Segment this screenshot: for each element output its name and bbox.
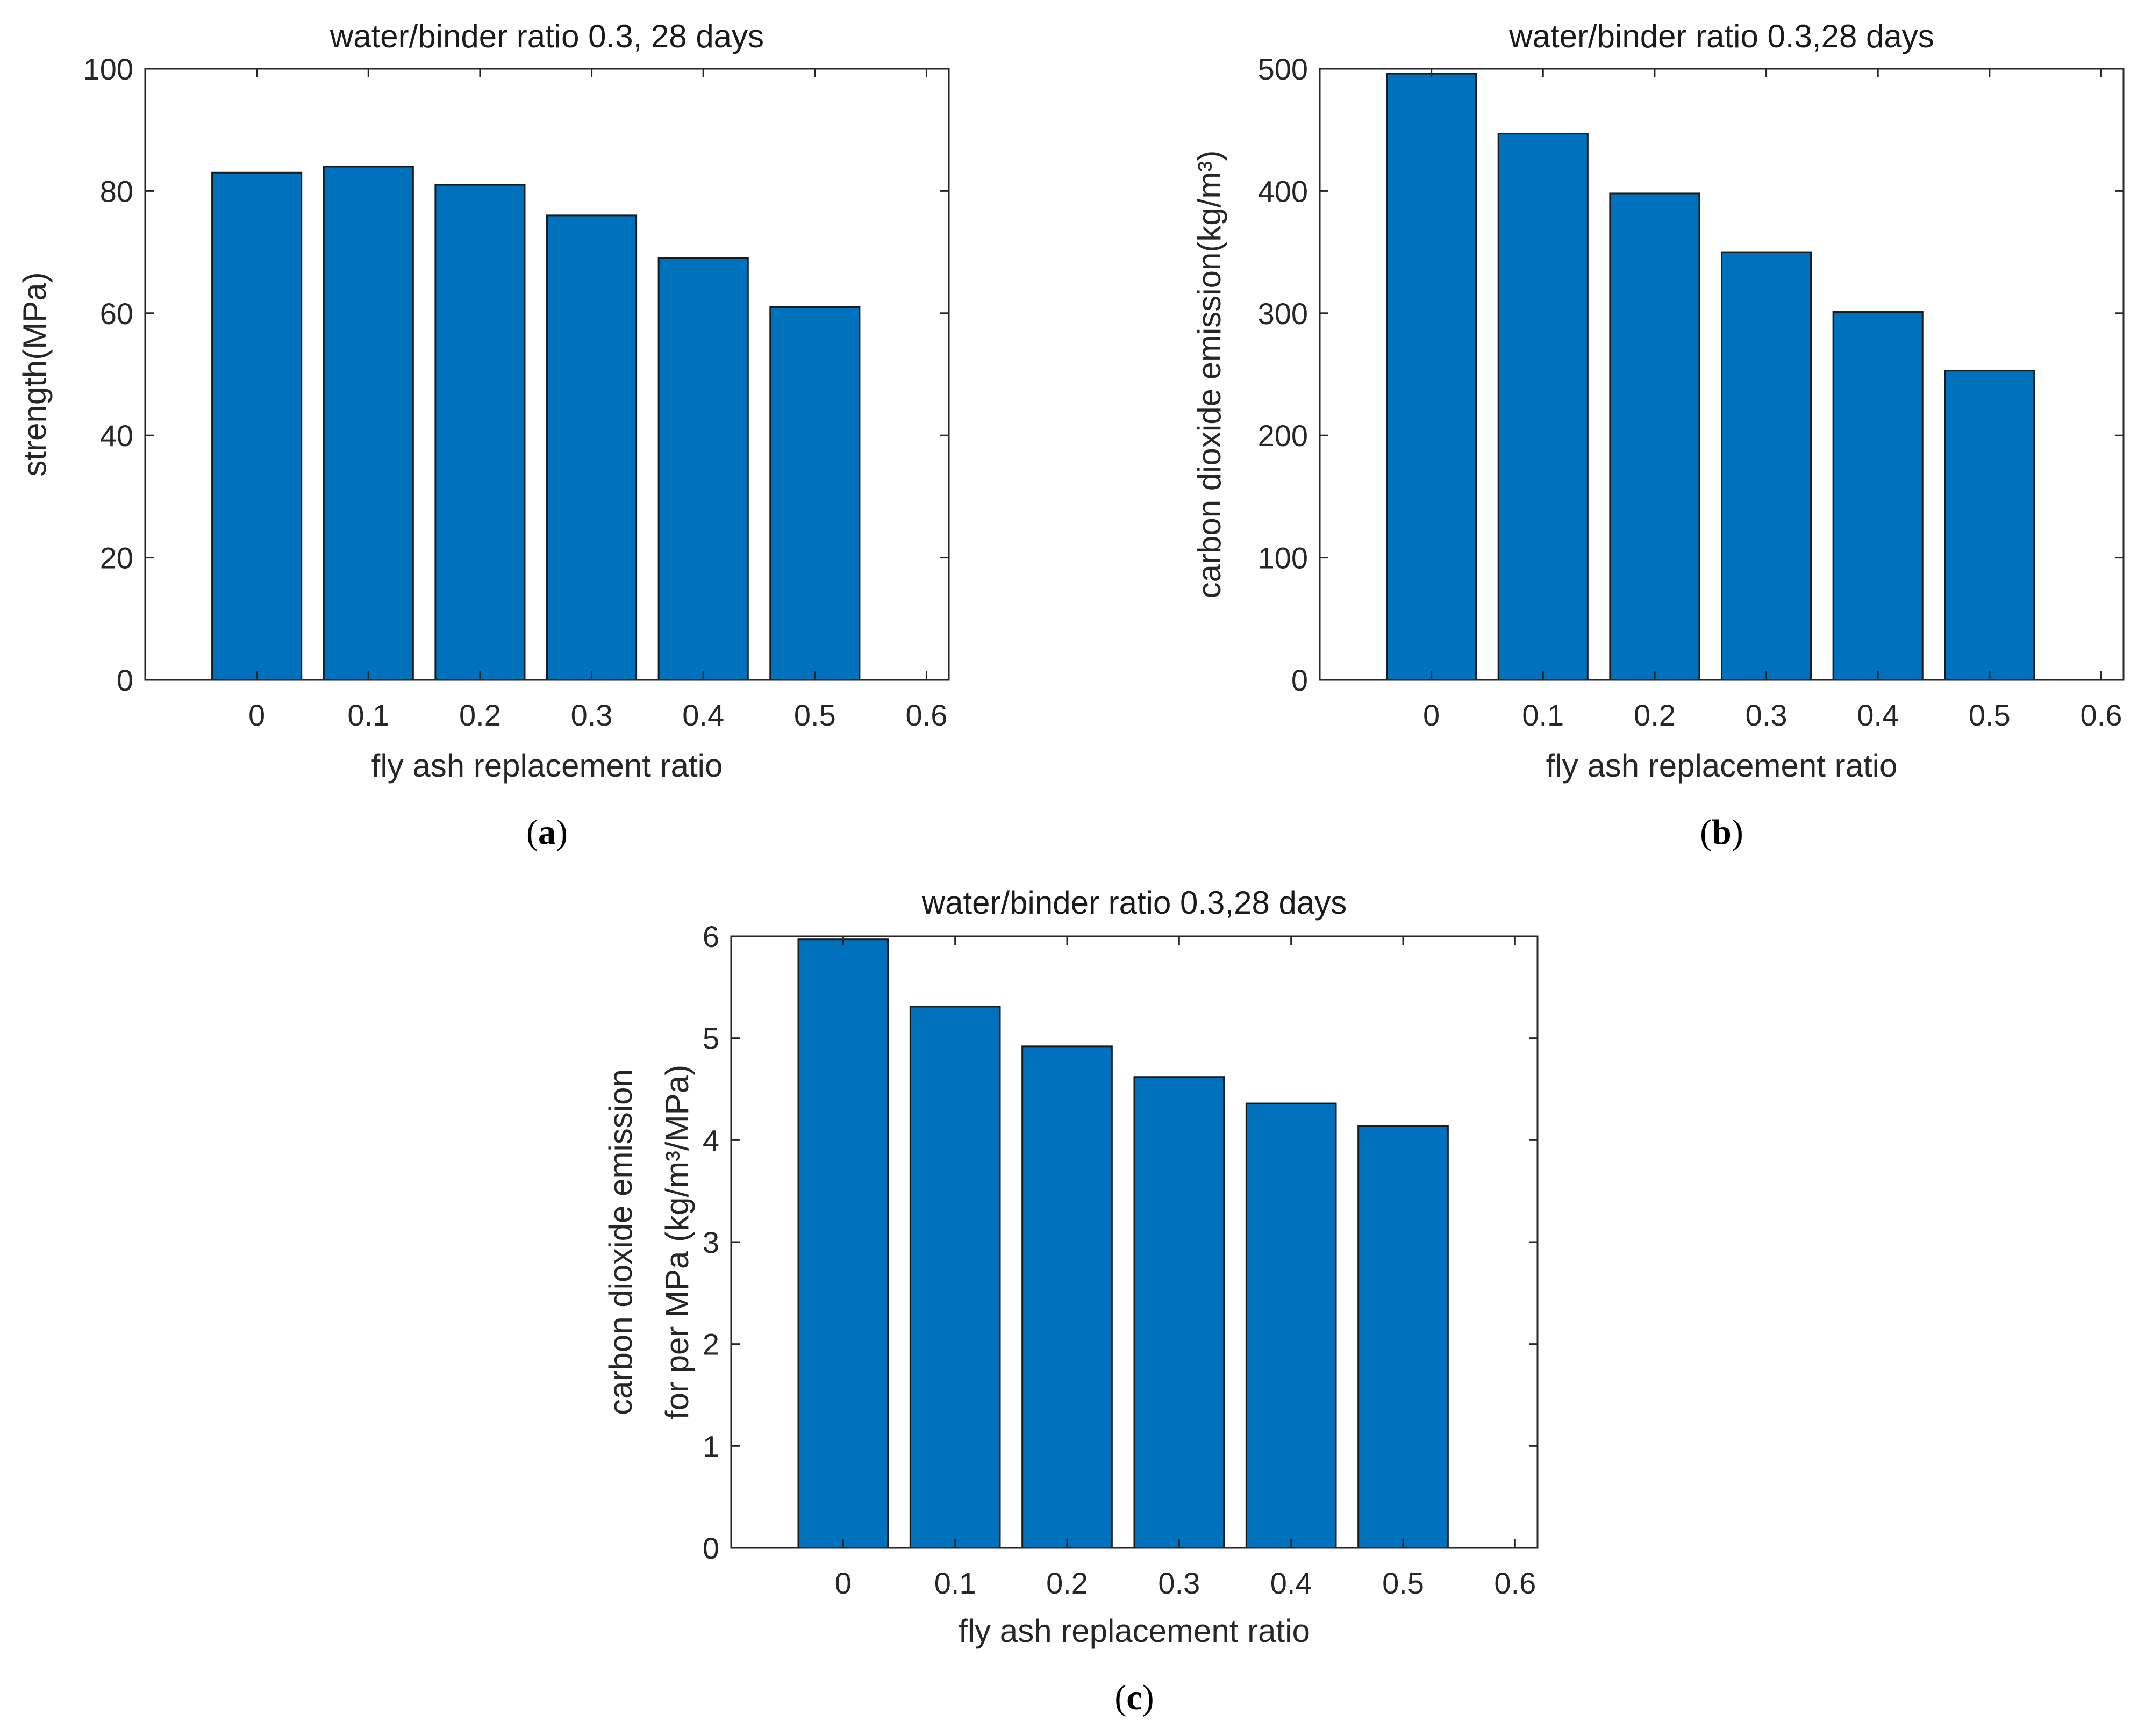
x-tick-label: 0.4 [1270, 1566, 1312, 1600]
panel-caption: (a) [526, 813, 568, 852]
y-tick-label: 0 [117, 663, 133, 697]
y-tick-label: 1 [703, 1429, 719, 1463]
bar-0.4 [657, 257, 749, 681]
x-axis-label: fly ash replacement ratio [371, 748, 723, 784]
y-axis-label: carbon dioxide emission [603, 1069, 639, 1415]
y-tick-label: 60 [100, 297, 133, 331]
y-tick-label: 3 [703, 1225, 719, 1259]
chart-panel-b: 0 100 200 300 400 500 0 0.1 0.2 0.3 0.4 0.5 0.6 water… [1191, 18, 2125, 852]
x-tick-label: 0.1 [934, 1566, 976, 1600]
plot-frame [144, 68, 950, 681]
y-tick-label: 100 [83, 52, 133, 86]
chart-panel-c: 0 1 2 3 4 5 6 0 0.1 0.2 0.3 0.4 0.5 0.6 water/binder r… [603, 885, 1539, 1717]
y-axis-label: for per MPa (kg/m³/MPa) [659, 1065, 695, 1419]
bar-0.3 [546, 214, 638, 681]
x-tick-label: 0.2 [459, 698, 501, 732]
x-tick-label: 0 [835, 1566, 852, 1600]
bar-0.5 [769, 306, 861, 681]
x-tick-label: 0 [248, 698, 265, 732]
caption-letter: c [1126, 1678, 1142, 1717]
x-tick-label: 0.4 [1857, 698, 1899, 732]
bar-0.1 [323, 166, 414, 681]
x-axis-label: fly ash replacement ratio [959, 1613, 1310, 1649]
chart-title: water/binder ratio 0.3,28 days [921, 885, 1347, 921]
x-tick-label: 0.5 [1969, 698, 2011, 732]
y-axis-label: strength(MPa) [17, 272, 53, 476]
x-tick-label: 0.2 [1634, 698, 1676, 732]
caption-letter: a [538, 813, 556, 852]
bar-0 [211, 171, 303, 681]
x-tick-label: 0.5 [794, 698, 836, 732]
y-axis-label: carbon dioxide emission(kg/m³) [1191, 150, 1227, 599]
bar-0.3 [1721, 251, 1812, 681]
panel-caption: (c) [1114, 1678, 1154, 1717]
bar-0.4 [1245, 1102, 1337, 1549]
bar-0.5 [1944, 370, 2035, 681]
caption-open: ( [526, 813, 538, 852]
x-tick-label: 0.1 [347, 698, 389, 732]
chart-title: water/binder ratio 0.3,28 days [1508, 18, 1934, 54]
x-tick-label: 0.4 [682, 698, 724, 732]
x-tick-label: 0 [1423, 698, 1440, 732]
bar-0.1 [1497, 133, 1589, 681]
y-tick-label: 0 [703, 1531, 719, 1565]
panel-caption: (b) [1700, 813, 1743, 852]
y-tick-label: 100 [1258, 541, 1308, 575]
bar-0.2 [1021, 1045, 1113, 1549]
bar-0 [797, 938, 889, 1549]
y-tick-label: 2 [703, 1328, 719, 1361]
y-tick-label: 20 [100, 541, 133, 575]
chart-title: water/binder ratio 0.3, 28 days [330, 18, 764, 54]
y-tick-label: 80 [100, 174, 133, 208]
caption-close: ) [1142, 1678, 1154, 1717]
y-tick-label: 400 [1258, 174, 1308, 208]
x-tick-label: 0.3 [571, 698, 613, 732]
chart-panel-a: 0 20 40 60 80 100 0 0.1 0.2 0.3 0.4 0.5 0.6 water/bin… [17, 18, 950, 852]
caption-close: ) [556, 813, 568, 852]
y-tick-label: 500 [1258, 52, 1308, 86]
caption-open: ( [1114, 1678, 1126, 1717]
bar-0.2 [434, 184, 526, 681]
y-tick-label: 4 [703, 1123, 719, 1157]
caption-close: ) [1732, 813, 1743, 852]
bar-0.3 [1133, 1076, 1225, 1549]
y-tick-label: 40 [100, 419, 133, 453]
x-tick-label: 0.6 [906, 698, 948, 732]
x-tick-label: 0.1 [1522, 698, 1564, 732]
x-tick-label: 0.2 [1046, 1566, 1088, 1600]
x-tick-label: 0.5 [1382, 1566, 1424, 1600]
y-tick-label: 200 [1258, 419, 1308, 453]
bar-0.2 [1609, 192, 1700, 681]
x-axis-label: fly ash replacement ratio [1546, 748, 1898, 784]
caption-letter: b [1712, 813, 1732, 852]
bar-0 [1386, 73, 1477, 681]
caption-open: ( [1700, 813, 1712, 852]
y-tick-label: 300 [1258, 297, 1308, 331]
y-tick-label: 5 [703, 1022, 719, 1056]
plot-frame [1319, 68, 2125, 681]
y-tick-label: 0 [1291, 663, 1308, 697]
x-tick-label: 0.3 [1746, 698, 1787, 732]
y-tick-label: 6 [703, 920, 719, 953]
x-tick-label: 0.6 [1494, 1566, 1536, 1600]
x-tick-label: 0.3 [1158, 1566, 1200, 1600]
bar-0.1 [909, 1006, 1001, 1549]
x-tick-label: 0.6 [2080, 698, 2122, 732]
bar-0.5 [1357, 1125, 1449, 1549]
bar-0.4 [1832, 311, 1924, 681]
